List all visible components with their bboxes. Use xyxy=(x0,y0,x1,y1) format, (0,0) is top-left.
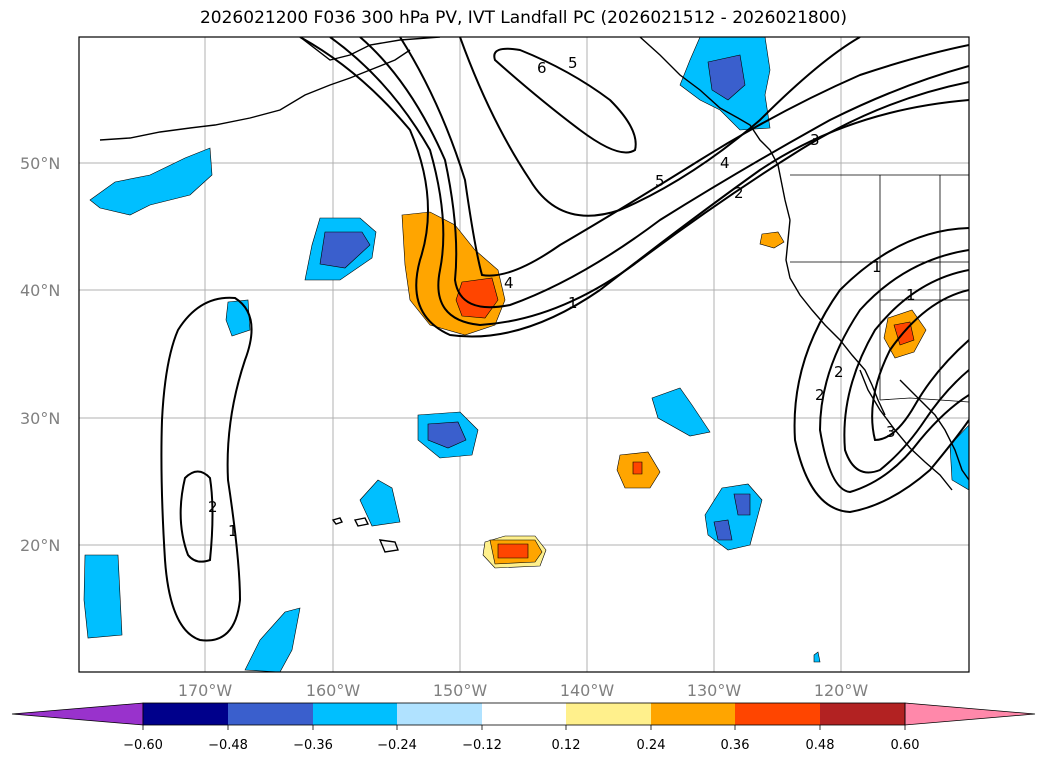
shade-red-east-25n xyxy=(632,461,643,475)
contour-label: 2 xyxy=(834,363,844,381)
contour-label: 2 xyxy=(208,498,218,516)
colorbar-segment xyxy=(228,703,313,725)
coastline-hawaii xyxy=(331,517,399,553)
colorbar-tick-label: 0.48 xyxy=(806,738,835,753)
colorbar-tick-label: 0.12 xyxy=(552,738,581,753)
contour-label: 2 xyxy=(815,386,825,404)
colorbar-tick-label: 0.60 xyxy=(891,738,920,753)
shade-blue-hawaii-north xyxy=(359,479,401,527)
coastline-us-west xyxy=(785,219,886,416)
contour-4-east xyxy=(871,289,969,442)
colorbar-tick-label: −0.24 xyxy=(377,738,417,753)
colorbar-segment xyxy=(143,703,228,725)
colorbar-ticks xyxy=(142,725,906,730)
shade-darkblue-gulf-alaska xyxy=(319,231,371,269)
contour-1-west-loop xyxy=(160,296,253,642)
contour-2-west-loop xyxy=(179,470,214,563)
latitude-labels: 50°N 40°N 30°N 20°N xyxy=(20,154,60,555)
colorbar-segment xyxy=(566,703,651,725)
lat-label: 50°N xyxy=(20,154,60,173)
colorbar-extend-right xyxy=(904,702,1036,726)
plot-border xyxy=(78,36,970,673)
longitude-labels: 170°W 160°W 150°W 140°W 130°W 120°W xyxy=(178,681,869,700)
lat-label: 40°N xyxy=(20,281,60,300)
contour-2-main xyxy=(329,37,969,327)
colorbar-frame xyxy=(142,702,906,726)
contour-label: 1 xyxy=(906,286,916,304)
contour-label: 5 xyxy=(568,54,578,72)
contour-5-main xyxy=(459,37,861,217)
colorbar-segment xyxy=(735,703,820,725)
shade-darkblue-east-20n xyxy=(733,493,751,516)
colorbar-segment xyxy=(313,703,397,725)
contour-label: 4 xyxy=(504,274,514,292)
negative-anomaly-regions xyxy=(83,37,969,672)
contour-label-group: 6 5 5 4 4 3 3 2 2 2 1 1 1 2 1 xyxy=(208,54,916,540)
contour-1-east xyxy=(793,227,969,514)
political-borders xyxy=(790,174,969,403)
contour-label: 4 xyxy=(720,154,730,172)
colorbar-tick-label: −0.36 xyxy=(293,738,333,753)
colorbar-tick-label: 0.36 xyxy=(721,738,750,753)
contour-label: 3 xyxy=(886,423,896,441)
colorbar-segment xyxy=(482,703,566,725)
shade-darkblue-alaska-panhandle xyxy=(707,54,746,101)
colorbar-tick-label: 0.24 xyxy=(637,738,666,753)
coastline-southeast-alaska-bc xyxy=(639,37,791,221)
contour-label: 1 xyxy=(228,522,238,540)
shade-blue-far-west xyxy=(83,554,123,639)
colorbar-segment xyxy=(651,703,735,725)
lon-label: 130°W xyxy=(687,681,742,700)
shade-red-hawaii-east xyxy=(497,543,529,559)
shade-blue-southwest xyxy=(244,607,301,672)
positive-anomaly-regions xyxy=(401,211,927,569)
contour-1-main xyxy=(299,37,969,338)
gridlines xyxy=(79,37,969,672)
contour-label: 3 xyxy=(810,131,820,149)
map-title: 2026021200 F036 300 hPa PV, IVT Landfall… xyxy=(199,8,847,28)
border-states-west xyxy=(790,175,969,400)
contour-6-inner xyxy=(493,47,637,154)
lon-label: 140°W xyxy=(560,681,615,700)
pv-contours xyxy=(160,37,969,642)
coastline-baja xyxy=(859,369,953,491)
lon-label: 160°W xyxy=(306,681,361,700)
colorbar-tick-label: −0.12 xyxy=(462,738,502,753)
lon-label: 150°W xyxy=(433,681,488,700)
contour-3-main xyxy=(359,37,969,309)
shade-darkblue-east-20n-b xyxy=(713,519,733,541)
lat-label: 30°N xyxy=(20,409,60,428)
colorbar-tick-label: −0.48 xyxy=(208,738,248,753)
contour-label: 2 xyxy=(734,184,744,202)
shade-blue-small-west xyxy=(225,299,251,337)
contour-4-main xyxy=(399,37,969,277)
colorbar-extend-left xyxy=(11,702,144,726)
shade-orange-oregon xyxy=(759,231,785,249)
border-us-mexico xyxy=(879,397,969,403)
contour-2-east xyxy=(818,249,969,494)
colorbar-segment xyxy=(397,703,482,725)
lon-label: 170°W xyxy=(178,681,233,700)
shade-blue-north-pacific xyxy=(89,147,213,216)
shade-blue-east-30n xyxy=(651,387,711,437)
contour-label: 6 xyxy=(537,59,547,77)
lat-label: 20°N xyxy=(20,536,60,555)
colorbar: −0.60 −0.48 −0.36 −0.24 −0.12 0.12 0.24 … xyxy=(11,702,1036,753)
colorbar-tick-label: −0.60 xyxy=(123,738,163,753)
lon-label: 120°W xyxy=(814,681,869,700)
coastline-mexico-mainland xyxy=(899,379,969,481)
contour-label: 1 xyxy=(872,258,882,276)
contour-label: 5 xyxy=(655,172,665,190)
contour-3-east xyxy=(843,269,969,474)
contour-label: 1 xyxy=(568,294,578,312)
shade-darkblue-central-30n xyxy=(427,421,467,449)
coastline-alaska xyxy=(299,37,441,61)
colorbar-segment xyxy=(820,703,905,725)
shade-blue-tiny-south xyxy=(813,651,821,663)
